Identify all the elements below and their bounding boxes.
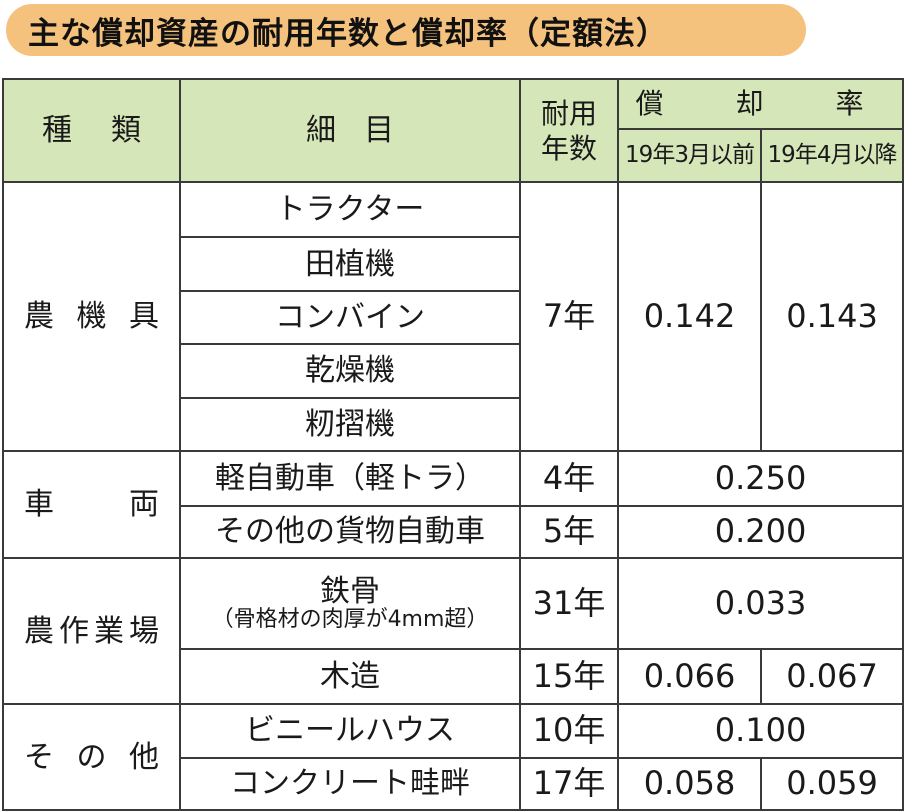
detail-cell: コンバイン bbox=[179, 289, 521, 346]
category-char: 車 bbox=[24, 487, 54, 523]
category-char: 他 bbox=[129, 739, 159, 775]
years-cell: 17年 bbox=[519, 756, 619, 812]
category-farm-machinery: 農 機 具 bbox=[2, 180, 181, 453]
rate-after-cell: 0.067 bbox=[759, 647, 905, 706]
detail-note: （骨格材の肉厚が4mm超） bbox=[211, 606, 489, 632]
header-type: 種 類 bbox=[2, 78, 181, 183]
rate-after-cell: 0.143 bbox=[759, 180, 905, 453]
category-char: 農 bbox=[24, 613, 54, 649]
category-char: 両 bbox=[129, 487, 159, 523]
category-char: 作 bbox=[59, 613, 89, 649]
category-char: の bbox=[76, 739, 107, 775]
detail-cell: 籾摺機 bbox=[179, 396, 521, 453]
category-char: 業 bbox=[94, 613, 124, 649]
detail-cell: 軽自動車（軽トラ） bbox=[179, 450, 521, 507]
years-cell: 15年 bbox=[519, 647, 619, 706]
header-useful-life: 耐用 年数 bbox=[519, 78, 619, 183]
detail-main: 鉄骨 bbox=[320, 573, 380, 609]
category-other: そ の 他 bbox=[2, 703, 181, 811]
category-char: 農 bbox=[24, 299, 54, 335]
rate-before-cell: 0.066 bbox=[617, 647, 762, 706]
header-rate-after: 19年4月以降 bbox=[759, 128, 905, 183]
rate-after-cell: 0.059 bbox=[759, 756, 905, 812]
depreciation-table: 種 類 細 目 耐用 年数 償 却 率 19年3月以前 19年4月以降 bbox=[2, 78, 905, 812]
detail-cell: ビニールハウス bbox=[179, 703, 521, 759]
header-type-char: 種 bbox=[42, 113, 72, 148]
years-cell: 10年 bbox=[519, 703, 619, 759]
category-vehicles: 車 両 bbox=[2, 450, 181, 559]
detail-cell: トラクター bbox=[179, 180, 521, 239]
detail-cell: 乾燥機 bbox=[179, 343, 521, 399]
category-char: そ bbox=[24, 739, 54, 775]
category-char: 具 bbox=[129, 299, 159, 335]
detail-cell: 田植機 bbox=[179, 236, 521, 292]
rate-cell: 0.200 bbox=[616, 504, 905, 559]
header-detail: 細 目 bbox=[179, 78, 521, 183]
years-cell: 7年 bbox=[519, 180, 619, 453]
category-work-buildings: 農 作 業 場 bbox=[2, 556, 181, 706]
years-cell: 5年 bbox=[519, 504, 619, 559]
rate-before-cell: 0.058 bbox=[617, 756, 762, 812]
rate-cell: 0.250 bbox=[616, 450, 905, 507]
rate-cell: 0.100 bbox=[616, 703, 905, 759]
category-char: 機 bbox=[76, 299, 107, 335]
header-useful-life-line1: 耐用 bbox=[540, 96, 597, 130]
header-rate: 償 却 率 bbox=[616, 78, 905, 130]
header-rate-before: 19年3月以前 bbox=[617, 128, 762, 183]
detail-cell: コンクリート畦畔 bbox=[179, 756, 521, 812]
header-detail-char: 目 bbox=[364, 113, 394, 148]
detail-cell: その他の貨物自動車 bbox=[179, 504, 521, 559]
rate-cell: 0.033 bbox=[616, 556, 905, 650]
header-useful-life-line2: 年数 bbox=[540, 131, 597, 165]
page-title: 主な償却資産の耐用年数と償却率（定額法） bbox=[6, 4, 806, 56]
rate-before-cell: 0.142 bbox=[617, 180, 762, 453]
years-cell: 4年 bbox=[519, 450, 619, 507]
category-char: 場 bbox=[129, 613, 159, 649]
detail-cell: 木造 bbox=[179, 647, 521, 706]
header-type-char: 類 bbox=[111, 113, 141, 148]
detail-cell: 鉄骨 （骨格材の肉厚が4mm超） bbox=[179, 556, 521, 650]
header-detail-char: 細 bbox=[306, 113, 336, 148]
years-cell: 31年 bbox=[519, 556, 619, 650]
